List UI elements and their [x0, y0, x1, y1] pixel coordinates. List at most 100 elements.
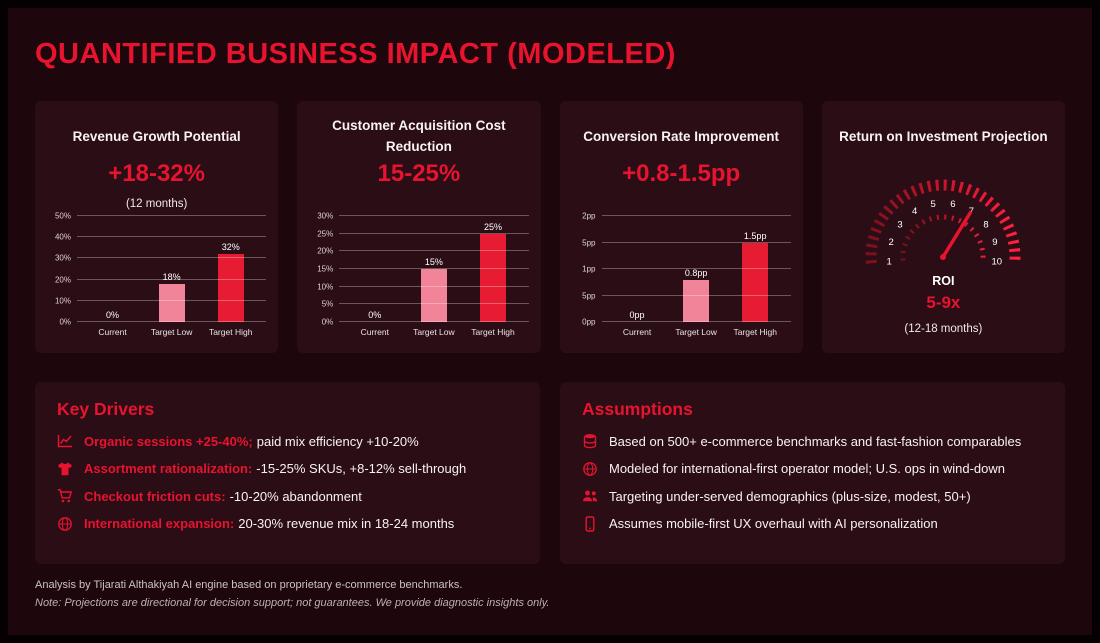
x-axis-label: Current: [360, 327, 389, 337]
globe-icon: [57, 516, 74, 532]
y-tick-label: 0pp: [582, 317, 596, 327]
key-driver-row: International expansion: 20-30% revenue m…: [57, 516, 518, 532]
gauge-tick-label: 9: [993, 237, 998, 248]
key-driver-text: Organic sessions +25-40%; paid mix effici…: [84, 433, 419, 449]
y-tick-label: 5%: [321, 299, 334, 309]
kpi-row: Revenue Growth Potential +18-32% (12 mon…: [35, 101, 1065, 353]
kpi-value: 5-9x: [926, 293, 961, 312]
y-tick-label: 20%: [54, 275, 71, 285]
y-tick-label: 30%: [317, 211, 334, 221]
x-axis-label: Target Low: [150, 327, 193, 337]
revenue-growth-bar-chart: 0% 10% 20% 30% 40% 50% 0% 18% 32% Current Target…: [47, 212, 267, 338]
users-icon: [582, 488, 599, 504]
bar-slot: 15%: [404, 216, 463, 322]
y-tick-label: 5pp: [582, 291, 596, 300]
y-tick-label: 30%: [54, 253, 71, 263]
gauge-arc: [900, 214, 986, 261]
bar-slot: 0%: [345, 216, 404, 322]
assumption-text: Modeled for international-first operator…: [609, 461, 1005, 476]
gridline: [77, 278, 267, 280]
y-tick-label: 40%: [54, 232, 71, 242]
y-tick-label: 0%: [59, 317, 71, 327]
gridline: [77, 215, 267, 216]
bar-value-label: 15%: [424, 257, 443, 267]
footer-disclaimer: Note: Projections are directional for de…: [35, 597, 550, 609]
assumption-text: Based on 500+ e-commerce benchmarks and …: [609, 433, 1022, 449]
cart-icon: [57, 488, 74, 504]
key-driver-text: Assortment rationalization: -15-25% SKUs,…: [84, 461, 467, 476]
y-tick-label: 0%: [321, 317, 334, 327]
gauge-tick-label: 10: [992, 257, 1003, 268]
gridline: [601, 215, 791, 216]
x-axis-label: Current: [622, 327, 652, 337]
x-axis: Current Target Low Target High: [77, 322, 266, 338]
bar-value-label: 18%: [162, 271, 181, 282]
y-tick-label: 1pp: [582, 264, 596, 274]
x-axis-label: Current: [98, 327, 127, 337]
y-tick-label: 10%: [317, 282, 334, 292]
slide-canvas: QUANTIFIED BUSINESS IMPACT (MODELED) Rev…: [8, 8, 1092, 635]
gauge-needle: [941, 210, 973, 259]
gauge-tick-label: 1: [887, 257, 892, 268]
kpi-value: +18-32%: [108, 160, 205, 187]
bar: [479, 233, 506, 322]
bar: [217, 254, 244, 322]
bar-value-label: 0%: [106, 310, 120, 320]
gauge-tick-label: 5: [931, 199, 936, 210]
bar: [683, 279, 710, 322]
y-axis: 0% 5% 10% 15% 20% 25% 30%: [309, 212, 339, 327]
bar-slot: 0pp: [608, 216, 667, 322]
assumption-row: Based on 500+ e-commerce benchmarks and …: [582, 433, 1043, 449]
gridline: [339, 250, 529, 252]
gridline: [601, 241, 791, 243]
assumption-row: Modeled for international-first operator…: [582, 461, 1043, 477]
gridline: [339, 285, 529, 287]
x-axis: Current Target Low Target High: [339, 322, 528, 338]
bar-value-label: 0pp: [629, 310, 645, 320]
gridline: [339, 321, 529, 322]
bar-value-label: 25%: [483, 221, 502, 232]
kpi-value: +0.8-1.5pp: [622, 160, 741, 187]
gauge-tick-label: 6: [951, 199, 956, 210]
assumptions-title: Assumptions: [582, 399, 693, 419]
kpi-card-title: Revenue Growth Potential: [72, 128, 241, 144]
kpi-card-title: Conversion Rate Improvement: [583, 128, 780, 144]
y-tick-label: 20%: [317, 246, 334, 256]
y-tick-label: 2pp: [582, 211, 596, 221]
bottom-row: Key Drivers Organic sessions +25-40%; pai…: [35, 382, 1065, 564]
gridline: [339, 215, 529, 216]
bar: [420, 269, 447, 322]
plot-area: 0pp 0.8pp 1.5pp: [601, 215, 791, 322]
conversion-rate-bar-chart: 0pp 5pp 1pp 5pp 2pp 0pp 0.8pp 1.5pp Current Tar…: [572, 212, 791, 338]
assumption-row: Assumes mobile-first UX overhaul with AI…: [582, 515, 1043, 532]
x-axis-label: Target Low: [675, 327, 717, 337]
gridline: [77, 321, 267, 322]
plot-area: 0% 15% 25%: [339, 215, 529, 322]
bar-value-label: 0.8pp: [684, 267, 708, 278]
bar-slot: 0%: [83, 216, 142, 322]
page-title: QUANTIFIED BUSINESS IMPACT (MODELED): [35, 38, 676, 70]
bar-slot: 0.8pp: [667, 216, 726, 322]
x-axis-label: Target Low: [413, 327, 455, 337]
bar-value-label: 1.5pp: [743, 230, 767, 241]
x-axis-label: Target High: [208, 327, 253, 337]
kpi-card-conversion-rate: Conversion Rate Improvement +0.8-1.5pp 0…: [559, 101, 803, 353]
bar-value-label: 0%: [368, 310, 382, 320]
assumption-text: Targeting under-served demographics (plu…: [609, 488, 971, 504]
roi-gauge: 12345678910: [865, 179, 1021, 268]
gauge-tick-label: 8: [984, 219, 989, 230]
gridline: [339, 268, 529, 269]
key-driver-row: Checkout friction cuts: -10-20% abandonme…: [57, 488, 518, 504]
gauge-arc: [865, 179, 1021, 264]
globe-icon: [582, 461, 599, 477]
x-axis: Current Target Low Target High: [602, 322, 791, 338]
tshirt-icon: [57, 461, 74, 477]
key-driver-text: Checkout friction cuts: -10-20% abandonme…: [84, 488, 362, 504]
mobile-icon: [582, 515, 599, 532]
gauge-tick-label: 2: [889, 237, 894, 248]
y-tick-label: 50%: [54, 211, 71, 221]
y-tick-label: 15%: [317, 264, 334, 274]
cac-reduction-bar-chart: 0% 5% 10% 15% 20% 25% 30% 0% 15% 25% Current Targ…: [309, 212, 529, 338]
kpi-card-title: Customer Acquisition Cost Reduction: [332, 118, 506, 154]
gridline: [601, 321, 791, 322]
